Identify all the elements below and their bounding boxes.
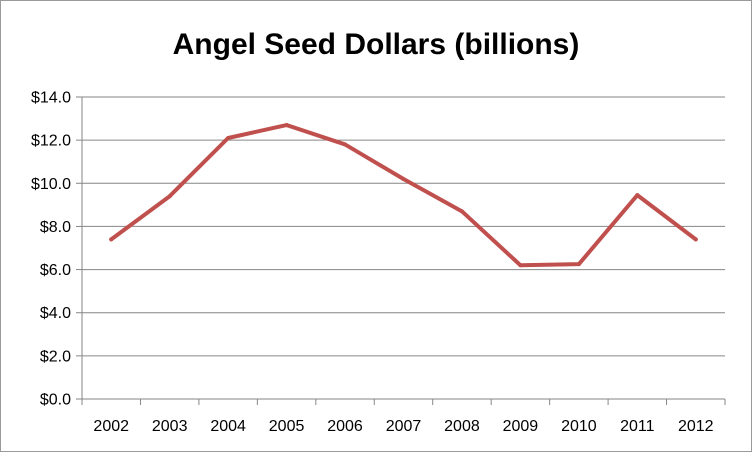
x-tick-label: 2007	[386, 418, 422, 435]
y-tick-label: $4.0	[40, 305, 71, 322]
data-point	[693, 237, 698, 242]
y-tick-label: $0.0	[40, 392, 71, 409]
data-point	[284, 123, 289, 128]
x-tick-label: 2011	[620, 418, 655, 435]
series-layer	[109, 123, 698, 268]
x-tick-label: 2006	[327, 418, 363, 435]
data-point	[401, 176, 406, 181]
chart-title: Angel Seed Dollars (billions)	[172, 28, 580, 61]
x-tick-label: 2002	[93, 418, 129, 435]
x-axis-ticks: 2002 2003 2004 2005 2006 2007 2008 2009 2010 2011…	[81, 399, 726, 435]
data-point	[459, 209, 464, 214]
data-point	[167, 194, 172, 199]
y-axis-ticks: $0.0 $2.0 $4.0 $6.0 $8.0 $10.0 $12.0 $14.0	[31, 90, 82, 409]
x-tick-label: 2012	[678, 418, 714, 435]
y-tick-label: $10.0	[31, 176, 71, 193]
x-tick-label: 2010	[561, 418, 597, 435]
y-tick-label: $14.0	[31, 90, 71, 107]
x-tick-label: 2008	[444, 418, 480, 435]
data-point	[518, 263, 523, 268]
y-tick-label: $2.0	[40, 348, 71, 365]
data-point	[635, 193, 640, 198]
y-tick-label: $6.0	[40, 262, 71, 279]
x-tick-label: 2004	[210, 418, 246, 435]
data-point	[226, 135, 231, 140]
data-point	[576, 262, 581, 267]
gridlines	[82, 96, 725, 357]
data-point	[343, 142, 348, 147]
y-tick-label: $12.0	[31, 133, 71, 150]
series-line	[109, 123, 698, 268]
axes	[81, 97, 725, 400]
y-tick-label: $8.0	[40, 219, 71, 236]
x-tick-label: 2005	[269, 418, 305, 435]
x-tick-label: 2009	[503, 418, 539, 435]
data-point	[109, 237, 114, 242]
x-tick-label: 2003	[152, 418, 188, 435]
